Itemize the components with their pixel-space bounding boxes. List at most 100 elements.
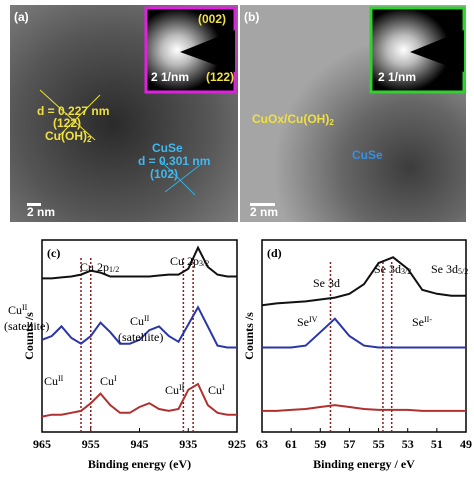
text-part: Se 3d — [313, 276, 340, 290]
inset-text: (002) — [198, 12, 226, 26]
x-tick-label: 945 — [131, 437, 149, 451]
x-tick-label: 61 — [285, 437, 297, 451]
annotation: Cu(OH)2 — [45, 129, 92, 143]
plot-frame — [261, 239, 467, 433]
spectrum-line — [42, 245, 237, 280]
annotation: CuII — [130, 314, 150, 328]
x-tick-label: 63 — [256, 437, 268, 451]
subscript: 2 — [329, 118, 334, 127]
spectrum-line — [262, 404, 466, 412]
annotation: (102) — [150, 167, 178, 181]
annotation: Cu 2p3/2 — [170, 254, 209, 268]
x-tick-label: 965 — [33, 437, 51, 451]
panel-label: (c) — [47, 246, 60, 260]
superscript: II- — [424, 315, 432, 324]
superscript: I — [114, 374, 117, 383]
subscript: 3/2 — [199, 259, 209, 268]
text-part: Se — [297, 315, 309, 329]
annotation: SeII- — [412, 315, 432, 329]
text-part: Cu — [8, 303, 22, 317]
superscript: IV — [309, 315, 318, 324]
scale-bar — [27, 203, 41, 206]
x-tick-label: 955 — [82, 437, 100, 451]
subscript: 5/2 — [458, 267, 468, 276]
spectrum-line — [41, 382, 237, 418]
annotation: (122) — [53, 116, 81, 130]
annotation: CuI — [208, 383, 225, 397]
text-part: (satellite) — [118, 330, 163, 344]
panel-label: (a) — [14, 10, 29, 24]
inset-text: 2 1/nm — [378, 70, 416, 84]
text-part: CuSe — [152, 141, 183, 155]
subscript: 2 — [87, 135, 92, 144]
inset-text: (122) — [206, 70, 234, 84]
inset-text: 2 1/nm — [151, 70, 189, 84]
text-part: Cu 2p — [80, 260, 109, 274]
scale-bar — [250, 203, 275, 206]
x-tick-label: 55 — [373, 437, 385, 451]
text-part: (102) — [150, 167, 178, 181]
x-tick-label: 925 — [228, 437, 246, 451]
x-tick-label: 53 — [402, 437, 414, 451]
lattice-line — [39, 89, 96, 141]
x-axis-label: Binding energy / eV — [313, 457, 415, 471]
spectrum-line — [261, 256, 466, 307]
superscript: II — [179, 383, 185, 392]
superscript: II — [22, 303, 28, 312]
annotation: (satellite) — [4, 319, 49, 333]
x-tick-label: 59 — [314, 437, 326, 451]
superscript: II — [58, 374, 64, 383]
text-part: (122) — [53, 116, 81, 130]
x-tick-label: 935 — [179, 437, 197, 451]
subscript: 3/2 — [401, 267, 411, 276]
y-axis-label: Counts /s — [22, 312, 36, 360]
annotation: CuI — [100, 374, 117, 388]
annotation: CuII — [165, 383, 185, 397]
annotation: (satellite) — [118, 330, 163, 344]
spectrum-line — [262, 317, 466, 349]
lattice-line — [59, 94, 101, 136]
annotation: CuII — [8, 303, 28, 317]
annotation: Se 3d3/2 — [374, 262, 411, 276]
text-part: Se 3d — [431, 262, 458, 276]
scale-bar-label: 2 nm — [250, 205, 278, 219]
text-part: Cu — [100, 374, 114, 388]
text-part: CuOx/Cu(OH) — [252, 112, 329, 126]
text-part: Se — [412, 315, 424, 329]
x-axis-label: Binding energy (eV) — [88, 457, 191, 471]
text-part: d = 0.301 nm — [138, 154, 210, 168]
text-part: CuSe — [352, 148, 383, 162]
annotation: SeIV — [297, 315, 318, 329]
text-part: Cu — [208, 383, 222, 397]
annotation: CuOx/Cu(OH)2 — [252, 112, 334, 126]
annotation: d = 0.227 nm — [37, 104, 109, 118]
superscript: I — [222, 383, 225, 392]
spectrum-line — [41, 305, 237, 349]
lattice-line — [159, 159, 196, 196]
text-part: Cu — [130, 314, 144, 328]
superscript: II — [144, 314, 150, 323]
annotation: CuSe — [152, 141, 183, 155]
text-part: (satellite) — [4, 319, 49, 333]
annotation: Cu 2p1/2 — [80, 260, 119, 274]
subscript: 1/2 — [109, 265, 119, 274]
scale-bar-label: 2 nm — [27, 205, 55, 219]
beam-stop — [180, 30, 235, 72]
y-axis-label: Counts /s — [242, 312, 256, 360]
x-tick-label: 49 — [460, 437, 472, 451]
text-part: Cu — [44, 374, 58, 388]
text-part: Se 3d — [374, 262, 401, 276]
lattice-line — [164, 164, 201, 193]
annotation: CuII — [44, 374, 64, 388]
annotation: Se 3d5/2 — [431, 262, 468, 276]
annotation: Se 3d — [313, 276, 340, 290]
beam-stop — [410, 30, 464, 72]
text-part: d = 0.227 nm — [37, 104, 109, 118]
annotation: CuSe — [352, 148, 383, 162]
panel-label: (b) — [244, 10, 259, 24]
text-part: Cu — [165, 383, 179, 397]
text-part: Cu(OH) — [45, 129, 87, 143]
x-tick-label: 57 — [343, 437, 355, 451]
annotation: d = 0.301 nm — [138, 154, 210, 168]
